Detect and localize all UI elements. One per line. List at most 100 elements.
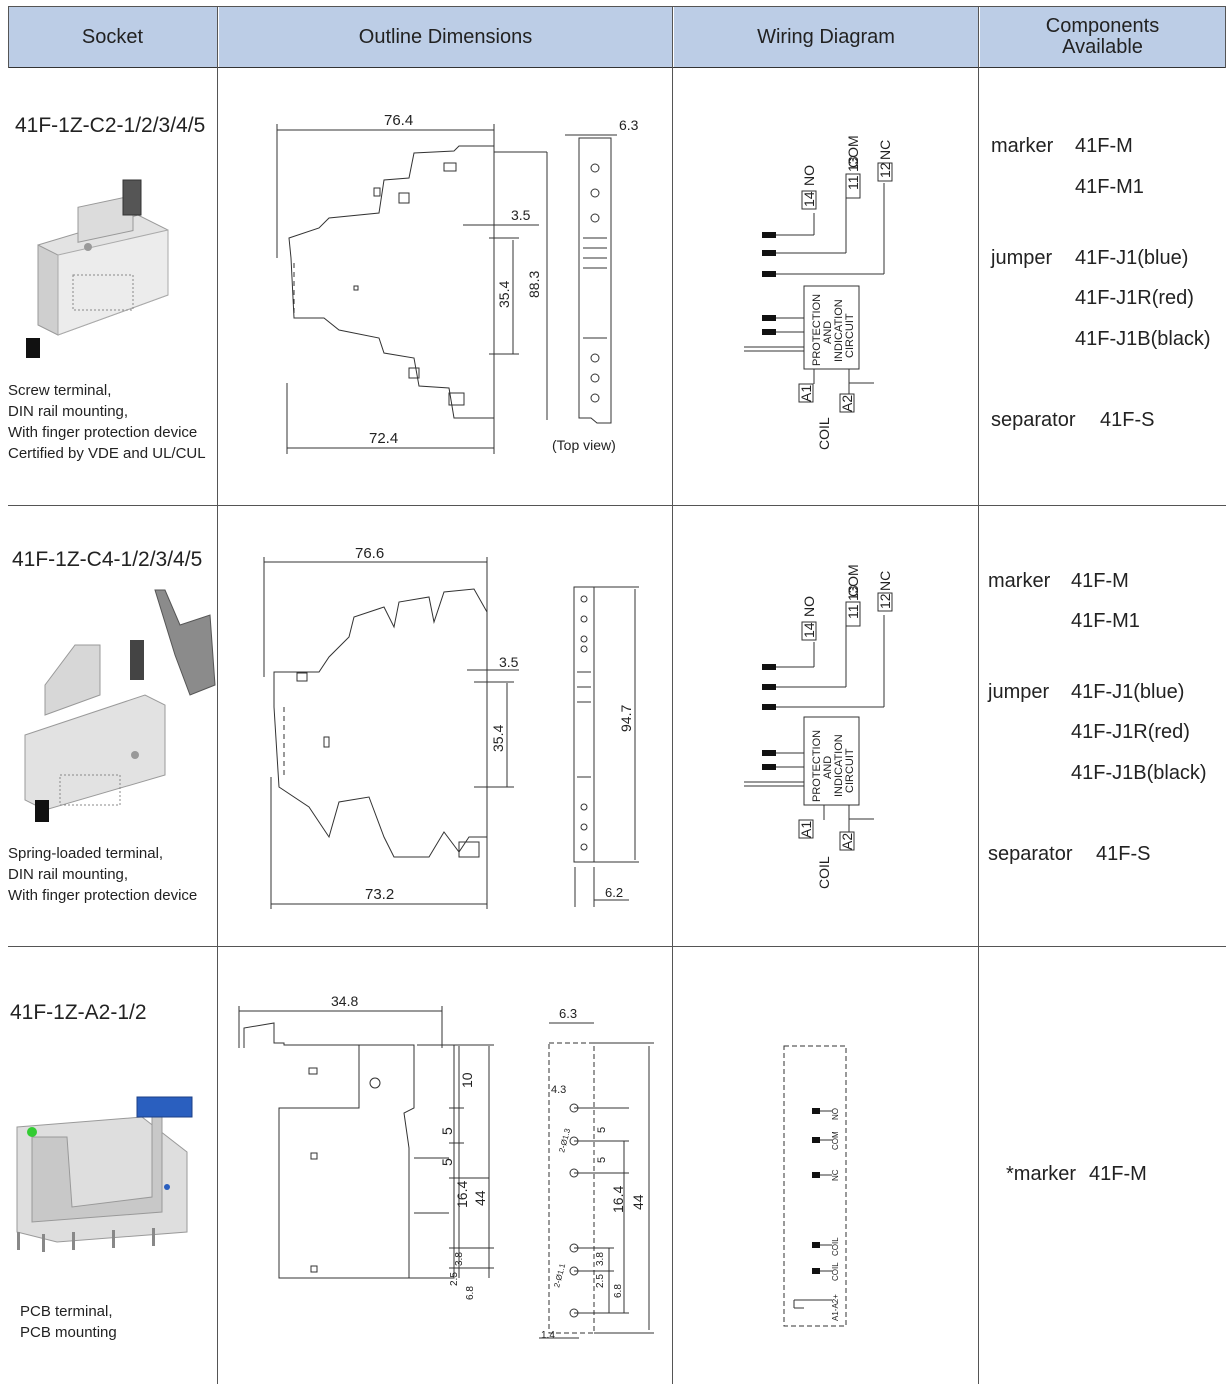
header-outline-label: Outline Dimensions — [358, 25, 533, 48]
component-value: 41F-S — [1100, 409, 1155, 431]
terminal-a1: A1 — [798, 385, 814, 402]
pin-nc-label: NC — [831, 1169, 840, 1181]
terminal-a2: A2 — [839, 833, 855, 850]
circuit-line-1: PROTECTION — [811, 294, 823, 366]
dim-5b: 5 — [439, 1158, 455, 1166]
header-bottom-border — [8, 67, 1226, 68]
socket-photo — [24, 589, 216, 822]
terminal-11: 11 — [845, 604, 861, 619]
pin-com-label: COM — [831, 1131, 840, 1150]
coil-label: COIL — [816, 856, 832, 889]
dim-thickness: 6.2 — [605, 885, 623, 900]
pin-a1a2-label: A1-A2+ — [831, 1294, 840, 1321]
dim-2-5: 2.5 — [449, 1272, 460, 1286]
side-44: 44 — [630, 1194, 646, 1210]
dim-height: 94.7 — [618, 705, 634, 732]
header-socket: Socket — [8, 7, 217, 67]
socket-photo — [16, 1096, 193, 1252]
dim-thickness: 6.3 — [559, 1006, 577, 1021]
terminal-no-label: NO — [801, 596, 817, 617]
terminal-13: 13 — [845, 156, 861, 172]
circuit-line-3: INDICATION — [833, 734, 845, 797]
side-16-4: 16.4 — [610, 1186, 626, 1213]
component-label: jumper — [988, 681, 1050, 703]
component-value: 41F-J1(blue) — [1071, 681, 1185, 703]
row-divider-1 — [8, 505, 1226, 506]
header-wiring-label: Wiring Diagram — [757, 25, 895, 48]
side-5a: 5 — [596, 1127, 608, 1133]
header-outline: Outline Dimensions — [219, 7, 672, 67]
row-divider-2 — [8, 946, 1226, 947]
circuit-line-2: AND — [822, 321, 834, 344]
circuit-line-3: INDICATION — [833, 299, 845, 362]
col-divider-1 — [217, 6, 218, 1384]
terminal-a2: A2 — [839, 395, 855, 412]
side-3-8: 3.8 — [595, 1252, 606, 1266]
socket-photo — [26, 179, 169, 358]
outline-drawing: 76.6 3.5 35.4 94.7 73.2 6.2 — [263, 545, 639, 909]
socket-description: PCB terminal, PCB mounting — [20, 1303, 117, 1341]
terminal-14: 14 — [801, 622, 817, 638]
dim-width-bottom: 73.2 — [365, 886, 394, 903]
component-value: 41F-M1 — [1075, 176, 1144, 198]
dim-44: 44 — [472, 1190, 488, 1206]
dim-3-8: 3.8 — [454, 1252, 465, 1266]
side-5b: 5 — [596, 1157, 608, 1163]
component-value: 41F-J1R(red) — [1075, 287, 1194, 309]
terminal-com-label: COM — [845, 135, 861, 168]
dim-10: 10 — [459, 1072, 475, 1088]
component-label: marker — [991, 135, 1054, 157]
dim-rail-width: 35.4 — [496, 281, 512, 308]
header-wiring: Wiring Diagram — [674, 7, 978, 67]
terminal-14: 14 — [801, 191, 817, 207]
terminal-nc-label: NC — [877, 571, 893, 591]
pin-no-label: NO — [831, 1108, 840, 1120]
col-divider-3 — [978, 6, 979, 1384]
wiring-diagram: NO COM NC COIL COIL A1-A2+ — [783, 1045, 847, 1327]
side-4-3: 4.3 — [551, 1084, 566, 1096]
component-label: separator — [991, 409, 1076, 431]
wiring-diagram: 14 NO 11 13 COM 12 NC PROTECTION AND IND… — [744, 135, 893, 450]
col-divider-2 — [672, 6, 673, 1384]
terminal-a1: A1 — [798, 821, 814, 838]
component-value: 41F-J1B(black) — [1075, 328, 1211, 350]
socket-model: 41F-1Z-C2-1/2/3/4/5 — [15, 114, 206, 137]
dim-rail-offset: 3.5 — [511, 207, 531, 223]
wiring-diagram: 14 NO 11 13 COM 12 NC PROTECTION AND IND… — [744, 564, 893, 889]
component-label: separator — [988, 843, 1073, 865]
component-label: jumper — [991, 247, 1053, 269]
outline-drawing: 76.4 6.3 3.5 35.4 88.3 72.4 (Top view) — [276, 112, 639, 454]
dim-width-top: 76.6 — [355, 545, 384, 562]
component-value: 41F-J1R(red) — [1071, 721, 1190, 743]
dim-width-top: 76.4 — [384, 112, 413, 129]
socket-description: Screw terminal, DIN rail mounting, With … — [8, 382, 206, 462]
terminal-no-label: NO — [801, 165, 817, 186]
terminal-com-label: COM — [845, 564, 861, 597]
component-label: marker — [988, 570, 1051, 592]
component-value: 41F-M — [1075, 135, 1133, 157]
component-label: *marker — [1006, 1163, 1077, 1185]
pin-coil-label-2: COIL — [831, 1262, 840, 1281]
dim-width-top: 34.8 — [331, 993, 358, 1009]
side-2-5: 2.5 — [595, 1274, 606, 1288]
dim-height: 88.3 — [526, 271, 542, 298]
component-value: 41F-M — [1089, 1163, 1147, 1185]
terminal-13: 13 — [845, 585, 861, 601]
socket-description: Spring-loaded terminal, DIN rail mountin… — [8, 845, 198, 904]
component-value: 41F-S — [1096, 843, 1151, 865]
circuit-line-4: CIRCUIT — [844, 748, 856, 793]
header-components: Components Available — [980, 7, 1225, 67]
hole-note-2: 2-Ø1.1 — [552, 1262, 567, 1288]
table-top-border — [8, 6, 1226, 7]
socket-model: 41F-1Z-C4-1/2/3/4/5 — [12, 548, 203, 571]
header-socket-label: Socket — [81, 25, 144, 48]
circuit-line-2: AND — [822, 756, 834, 779]
terminal-nc-label: NC — [877, 140, 893, 160]
dim-16-4: 16.4 — [454, 1181, 470, 1208]
header-components-label: Components Available — [1045, 15, 1160, 58]
terminal-12: 12 — [877, 162, 893, 178]
side-1-4: 1.4 — [541, 1330, 555, 1341]
outline-drawing: 34.8 6.3 10 5 5 16.4 44 3.8 2.5 6.8 4.3 … — [238, 993, 654, 1341]
component-value: 41F-M1 — [1071, 610, 1140, 632]
